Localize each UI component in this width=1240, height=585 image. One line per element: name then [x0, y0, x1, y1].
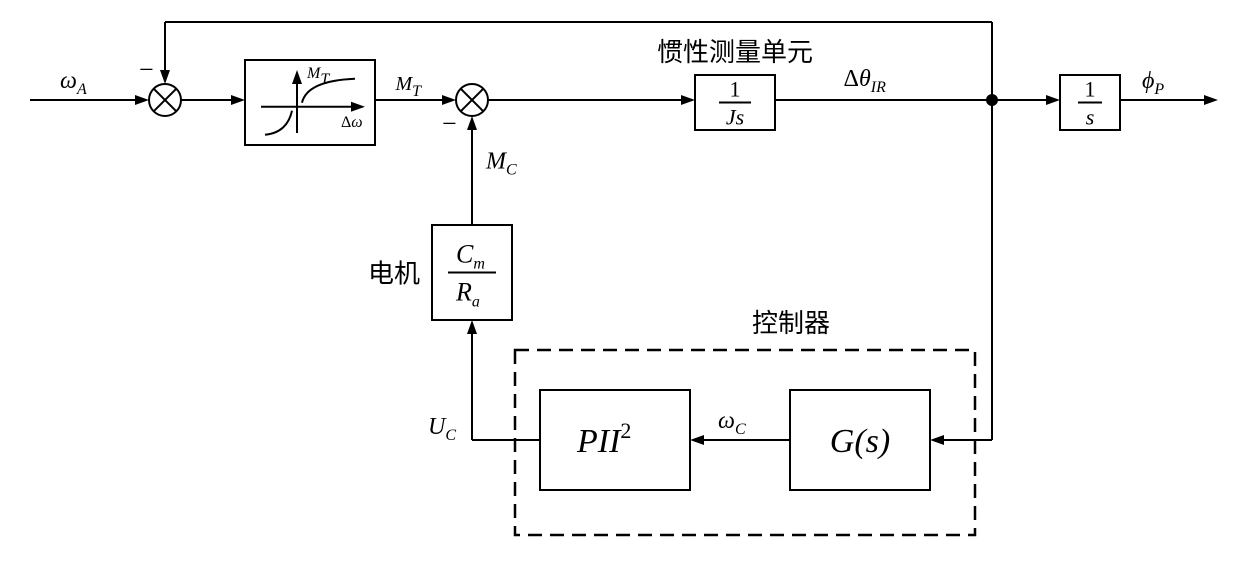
svg-text:G(s): G(s): [830, 423, 890, 460]
imu-title: 惯性测量单元: [657, 38, 813, 67]
block-diagram: MTΔω1Js惯性测量单元1sCmRa电机控制器PII2G(s)ωAMTΔθIR…: [0, 0, 1240, 585]
svg-text:ϕP: ϕP: [1142, 68, 1164, 98]
controller-title: 控制器: [752, 309, 830, 338]
svg-text:ΔθIR: ΔθIR: [844, 66, 887, 96]
svg-text:MC: MC: [485, 149, 517, 179]
svg-text:s: s: [1086, 105, 1095, 130]
svg-text:Δω: Δω: [341, 114, 363, 131]
svg-text:−: −: [442, 109, 457, 138]
motor-title: 电机: [368, 260, 420, 289]
svg-text:1: 1: [730, 77, 741, 102]
svg-text:ωA: ωA: [60, 68, 87, 98]
svg-text:Js: Js: [726, 105, 744, 130]
svg-text:MT: MT: [395, 73, 423, 100]
svg-text:−: −: [139, 55, 154, 84]
svg-text:ωC: ωC: [718, 408, 746, 438]
svg-text:1: 1: [1085, 77, 1096, 102]
svg-text:UC: UC: [428, 414, 456, 444]
